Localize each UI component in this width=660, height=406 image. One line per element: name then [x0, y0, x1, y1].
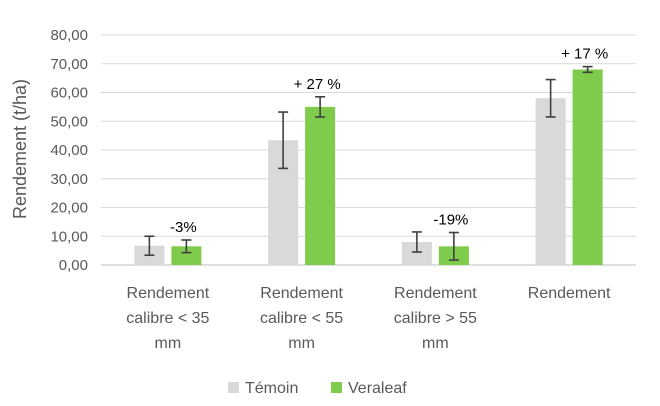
- y-tick-label: 30,00: [50, 171, 88, 188]
- legend: Témoin Veraleaf: [228, 380, 407, 397]
- error-bar: [582, 65, 593, 74]
- bar-veraleaf: [572, 69, 603, 265]
- x-category-label: Rendement: [528, 285, 611, 302]
- y-tick-label: 10,00: [50, 228, 88, 245]
- gridlines: [101, 34, 636, 266]
- error-bar: [144, 235, 155, 257]
- bar-temoin: [401, 242, 432, 265]
- legend-label: Veraleaf: [348, 380, 407, 397]
- y-axis-label: Rendement (t/ha): [10, 79, 30, 219]
- y-tick-label: 50,00: [50, 113, 88, 130]
- error-bar: [315, 96, 326, 118]
- error-bars: [144, 65, 593, 261]
- x-category-label: Rendement calibre > 55 mm: [394, 285, 478, 352]
- bars: [134, 69, 603, 265]
- legend-item-temoin: Témoin: [228, 380, 298, 397]
- annotations: -3% + 27 % -19% + 17 %: [170, 46, 608, 236]
- y-tick-label: 40,00: [50, 142, 88, 159]
- difference-label: + 17 %: [561, 46, 608, 63]
- error-bar: [181, 239, 192, 254]
- y-tick-label: 80,00: [50, 27, 88, 44]
- y-axis-ticks: 0,00 10,00 20,00 30,00 40,00 50,00 60,00 70,00 8…: [50, 27, 88, 274]
- error-bar: [448, 231, 459, 261]
- error-bar: [278, 111, 289, 170]
- error-bar: [411, 231, 422, 253]
- x-category-label: Rendement calibre < 35 mm: [126, 285, 210, 352]
- legend-swatch: [331, 382, 342, 393]
- difference-label: + 27 %: [294, 76, 341, 93]
- y-tick-label: 70,00: [50, 56, 88, 73]
- bar-temoin: [535, 98, 566, 265]
- x-axis-categories: Rendement calibre < 35 mm Rendement calibre …: [126, 285, 611, 352]
- y-tick-label: 0,00: [59, 257, 88, 274]
- error-bar: [545, 78, 556, 118]
- bar-veraleaf: [171, 246, 202, 265]
- difference-label: -3%: [170, 219, 197, 236]
- legend-label: Témoin: [245, 380, 298, 397]
- y-tick-label: 60,00: [50, 85, 88, 102]
- y-tick-label: 20,00: [50, 200, 88, 217]
- difference-label: -19%: [433, 212, 468, 229]
- legend-swatch: [228, 382, 239, 393]
- x-category-label: Rendement calibre < 55 mm: [260, 285, 344, 352]
- bar-veraleaf: [305, 106, 336, 265]
- legend-item-veraleaf: Veraleaf: [331, 380, 407, 397]
